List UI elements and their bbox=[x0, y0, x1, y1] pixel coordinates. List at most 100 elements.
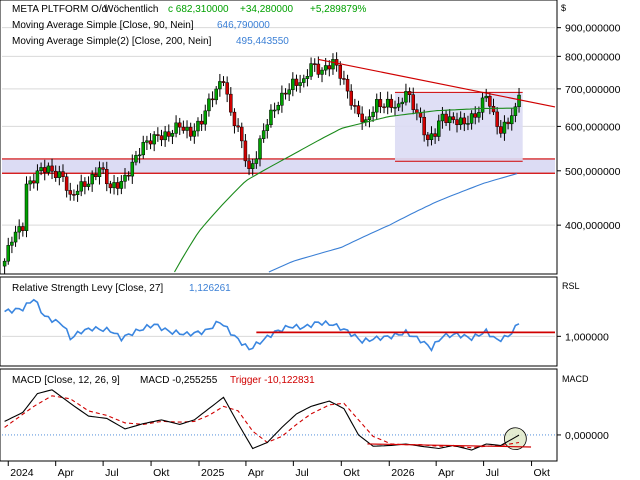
price-candle bbox=[305, 69, 310, 87]
price-candle bbox=[94, 167, 98, 181]
price-candle bbox=[203, 104, 208, 131]
price-candle bbox=[115, 177, 120, 196]
x-tick-label: Okt bbox=[343, 467, 359, 479]
price-candle bbox=[367, 109, 372, 128]
price-candle bbox=[35, 164, 40, 191]
macd-frame bbox=[0, 368, 558, 462]
price-candle bbox=[221, 76, 226, 87]
price-panel: 400,000000 500,000000 600,000000 700,000000… bbox=[0, 0, 621, 275]
price-candle bbox=[407, 87, 412, 103]
price-candle bbox=[101, 162, 105, 174]
price-frame bbox=[0, 0, 558, 275]
legend-ma200-value: 495,443550 bbox=[236, 36, 289, 47]
price-candle bbox=[327, 60, 332, 77]
price-candle bbox=[207, 93, 211, 117]
price-candle bbox=[451, 112, 456, 124]
price-candle bbox=[170, 129, 175, 145]
resistance-trendline bbox=[318, 58, 556, 108]
price-candle bbox=[433, 128, 437, 144]
price-candle bbox=[353, 98, 357, 114]
price-candle bbox=[28, 176, 32, 191]
rsl-panel: 1,000000 RSL Relative Strength Levy [Clo… bbox=[0, 276, 609, 367]
legend-main-change: +34,280000 bbox=[240, 4, 294, 15]
ma200-line bbox=[268, 173, 518, 273]
price-candle bbox=[393, 100, 397, 116]
price-candle bbox=[437, 114, 441, 142]
price-candle bbox=[46, 162, 51, 176]
macd-panel: 0,000000 MACD MACD [Close, 12, 26, 9] MA… bbox=[0, 368, 609, 462]
price-candle bbox=[181, 120, 186, 134]
legend-macd-value: MACD -0,255255 bbox=[140, 375, 218, 386]
legend-macd: MACD [Close, 12, 26, 9] MACD -0,255255 T… bbox=[12, 375, 315, 386]
price-candle bbox=[258, 135, 262, 167]
price-candle bbox=[382, 103, 386, 114]
price-candle bbox=[254, 151, 259, 169]
price-candle bbox=[429, 126, 434, 146]
price-candle bbox=[163, 125, 167, 147]
price-candle bbox=[137, 148, 142, 164]
price-candle bbox=[404, 83, 408, 106]
price-candle bbox=[338, 61, 343, 86]
price-candle bbox=[167, 124, 171, 142]
x-tick-label: Jul bbox=[295, 467, 308, 479]
legend-trigger-value: Trigger -10,122831 bbox=[230, 375, 315, 386]
price-candle bbox=[199, 114, 204, 131]
rsl-frame bbox=[0, 276, 558, 367]
price-candle bbox=[506, 117, 510, 130]
price-candle bbox=[389, 94, 394, 113]
price-candle bbox=[32, 173, 36, 189]
legend-rsl-label: Relative Strength Levy [Close, 27] bbox=[12, 283, 163, 294]
price-candle bbox=[105, 161, 109, 192]
rsl-y-ticks: 1,000000 bbox=[557, 331, 609, 343]
price-candle bbox=[232, 108, 237, 134]
legend-macd-label: MACD [Close, 12, 26, 9] bbox=[12, 375, 120, 386]
legend-ma90-label: Moving Average Simple [Close, 90, Nein] bbox=[12, 20, 194, 31]
price-candle bbox=[371, 106, 375, 122]
price-candle bbox=[42, 159, 47, 181]
legend-main-name: META PLTFORM O/d bbox=[12, 4, 107, 15]
price-candle bbox=[316, 56, 321, 78]
price-candle bbox=[455, 112, 459, 133]
macd-panel-label: MACD bbox=[562, 374, 589, 384]
price-candle bbox=[112, 174, 116, 195]
price-candle bbox=[61, 164, 65, 183]
price-candle bbox=[53, 165, 58, 182]
legend-ma200: Moving Average Simple(2) [Close, 200, Ne… bbox=[12, 36, 289, 47]
price-y-tick-label: 800,000000 bbox=[565, 51, 621, 63]
rsl-line bbox=[4, 298, 520, 353]
price-candle bbox=[192, 123, 197, 144]
price-candle bbox=[422, 109, 426, 142]
x-axis: 2024 Apr Jul Okt 2025 Apr Jul Okt 2026 Apr Jul Okt bbox=[7, 461, 550, 479]
price-candle bbox=[188, 122, 193, 141]
price-candle bbox=[261, 123, 266, 143]
price-candle bbox=[513, 102, 518, 123]
ma90-line bbox=[174, 107, 518, 273]
price-candle bbox=[21, 222, 25, 237]
rsl-y-tick-label: 1,000000 bbox=[565, 331, 609, 343]
price-candle bbox=[517, 87, 521, 113]
price-candle bbox=[83, 177, 87, 195]
x-tick-label: 2025 bbox=[201, 467, 225, 479]
price-candle bbox=[411, 87, 415, 115]
x-tick-label: 2024 bbox=[10, 467, 34, 479]
price-candle bbox=[148, 133, 153, 150]
x-tick-label: Apr bbox=[438, 467, 455, 479]
price-candle bbox=[145, 135, 149, 150]
price-candle bbox=[225, 76, 229, 103]
price-candle bbox=[265, 118, 270, 139]
price-candle bbox=[374, 93, 379, 120]
price-candle bbox=[68, 182, 73, 201]
support-zone bbox=[2, 158, 555, 174]
legend-ma90-value: 646,790000 bbox=[217, 20, 270, 31]
price-candle bbox=[210, 91, 215, 108]
price-candle bbox=[214, 86, 218, 105]
price-y-ticks: 400,000000 500,000000 600,000000 700,000000… bbox=[557, 23, 621, 232]
price-candle bbox=[243, 134, 248, 167]
price-legend: META PLTFORM O/d Wöchentlich c 682,31000… bbox=[12, 4, 367, 47]
price-candle bbox=[320, 67, 324, 83]
price-candle bbox=[396, 96, 401, 112]
price-y-tick-label: 700,000000 bbox=[565, 84, 621, 96]
price-candle bbox=[119, 175, 124, 195]
price-candle bbox=[86, 176, 91, 191]
price-candle bbox=[13, 225, 18, 247]
